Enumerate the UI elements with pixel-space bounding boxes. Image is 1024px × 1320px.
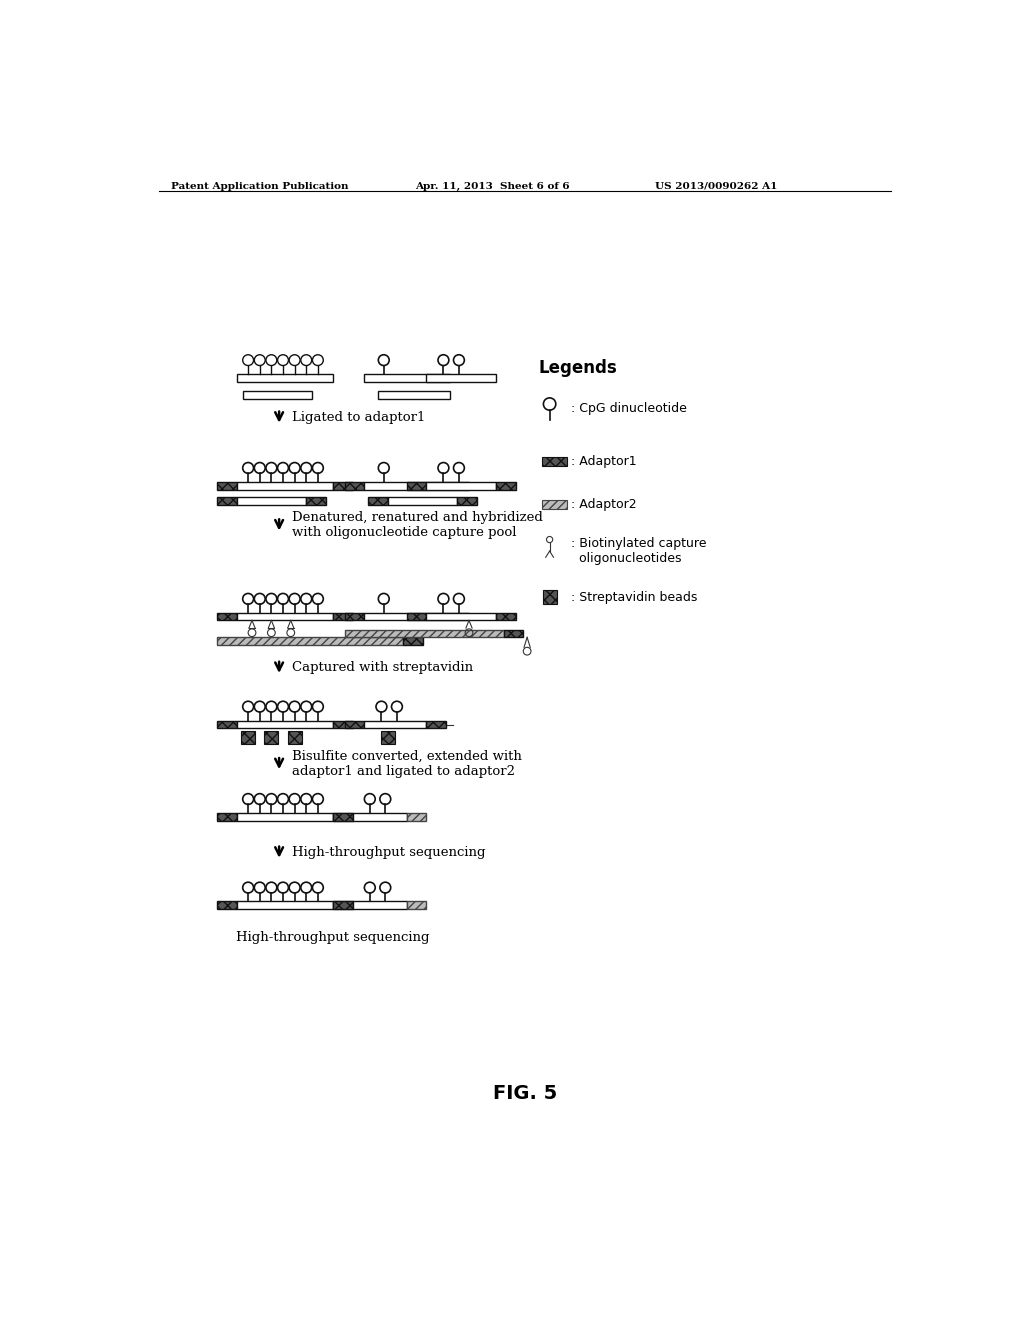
- Bar: [217, 721, 237, 729]
- Text: Apr. 11, 2013  Sheet 6 of 6: Apr. 11, 2013 Sheet 6 of 6: [415, 182, 569, 190]
- Bar: [217, 638, 403, 645]
- Bar: [365, 482, 450, 490]
- Bar: [237, 374, 334, 381]
- Bar: [496, 482, 515, 490]
- Bar: [237, 813, 334, 821]
- Bar: [458, 498, 477, 506]
- Bar: [407, 482, 426, 490]
- Bar: [217, 612, 237, 620]
- Text: Legends: Legends: [539, 359, 617, 376]
- Bar: [504, 630, 523, 638]
- Bar: [243, 391, 312, 399]
- Bar: [334, 612, 352, 620]
- Bar: [365, 721, 426, 729]
- Bar: [352, 902, 407, 909]
- Bar: [345, 612, 365, 620]
- Bar: [426, 374, 496, 381]
- Bar: [237, 902, 334, 909]
- Bar: [334, 813, 352, 821]
- Bar: [334, 813, 352, 821]
- Bar: [365, 612, 450, 620]
- Bar: [352, 813, 407, 821]
- Bar: [369, 498, 388, 506]
- Bar: [217, 813, 237, 821]
- Bar: [345, 482, 365, 490]
- Text: : CpG dinucleotide: : CpG dinucleotide: [571, 403, 687, 416]
- Bar: [334, 902, 352, 909]
- Bar: [288, 730, 302, 744]
- Bar: [306, 498, 326, 506]
- Bar: [543, 590, 557, 605]
- Bar: [407, 612, 426, 620]
- Text: : Adaptor1: : Adaptor1: [571, 455, 637, 469]
- Text: Denatured, renatured and hybridized
with oligonucleotide capture pool: Denatured, renatured and hybridized with…: [292, 511, 543, 539]
- Bar: [241, 730, 255, 744]
- Text: FIG. 5: FIG. 5: [493, 1085, 557, 1104]
- Text: : Adaptor2: : Adaptor2: [571, 498, 637, 511]
- Text: : Biotinylated capture
  oligonucleotides: : Biotinylated capture oligonucleotides: [571, 537, 707, 565]
- Bar: [217, 902, 237, 909]
- Text: US 2013/0090262 A1: US 2013/0090262 A1: [655, 182, 777, 190]
- Bar: [542, 457, 566, 466]
- Bar: [237, 498, 306, 506]
- Bar: [381, 730, 394, 744]
- Text: Patent Application Publication: Patent Application Publication: [171, 182, 348, 190]
- Bar: [345, 630, 504, 638]
- Text: Bisulfite converted, extended with
adaptor1 and ligated to adaptor2: Bisulfite converted, extended with adapt…: [292, 750, 521, 777]
- Bar: [334, 902, 352, 909]
- Bar: [334, 721, 352, 729]
- Bar: [542, 499, 566, 508]
- Bar: [426, 482, 496, 490]
- Bar: [237, 721, 334, 729]
- Bar: [217, 498, 237, 506]
- Bar: [264, 730, 279, 744]
- Bar: [426, 612, 496, 620]
- Text: High-throughput sequencing: High-throughput sequencing: [237, 931, 430, 944]
- Text: High-throughput sequencing: High-throughput sequencing: [292, 846, 485, 859]
- Bar: [217, 482, 237, 490]
- Bar: [450, 612, 469, 620]
- Bar: [450, 482, 469, 490]
- Bar: [334, 482, 352, 490]
- Bar: [365, 374, 450, 381]
- Bar: [237, 612, 334, 620]
- Bar: [496, 612, 515, 620]
- Bar: [407, 813, 426, 821]
- Bar: [426, 721, 445, 729]
- Bar: [407, 902, 426, 909]
- Bar: [378, 391, 450, 399]
- Text: : Streptavidin beads: : Streptavidin beads: [571, 591, 697, 603]
- Text: Ligated to adaptor1: Ligated to adaptor1: [292, 411, 425, 424]
- Bar: [345, 721, 365, 729]
- Bar: [403, 638, 423, 645]
- Bar: [237, 482, 334, 490]
- Text: Captured with streptavidin: Captured with streptavidin: [292, 661, 473, 675]
- Bar: [388, 498, 458, 506]
